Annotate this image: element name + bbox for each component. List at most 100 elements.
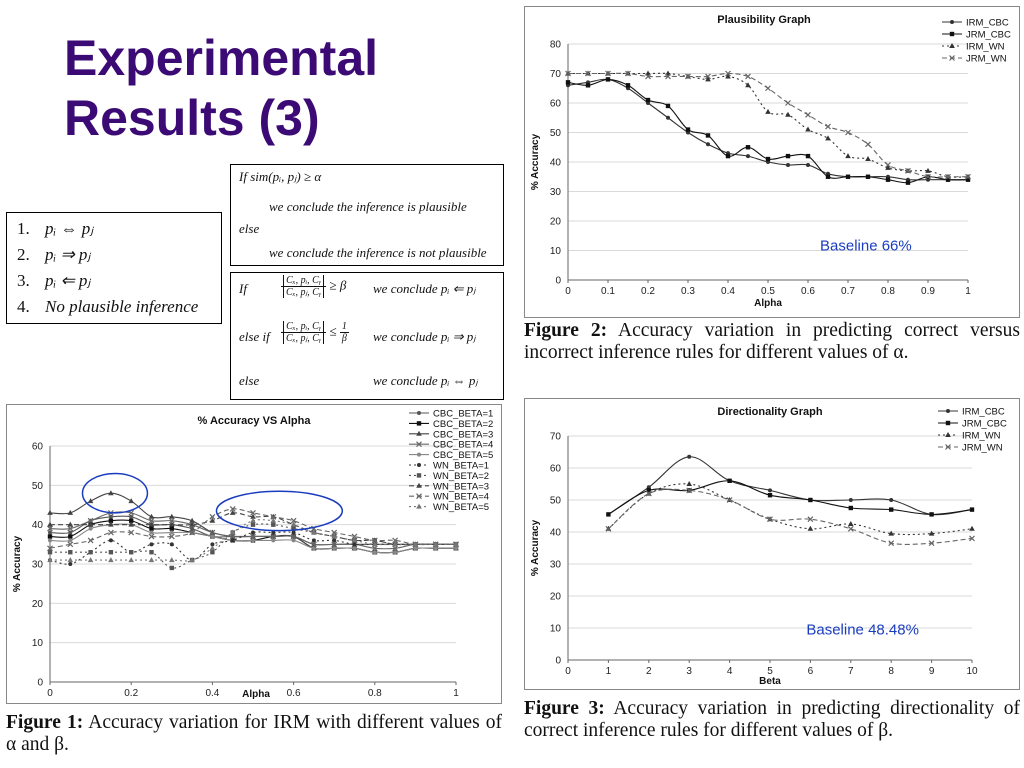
data-point: [645, 73, 651, 80]
data-point: [645, 490, 652, 497]
data-point: [291, 530, 296, 535]
data-point: [417, 463, 421, 467]
plausibility-chart: 0 10 20 30 40 50 60 70 80 0 0.1 0.2 0.3 0.4 0.5 0.6 0.7 0…: [524, 6, 1020, 318]
data-point: [210, 542, 215, 547]
data-point: [949, 43, 955, 48]
data-point: [88, 550, 93, 555]
legend-label: IRM_CBC: [962, 407, 1005, 418]
data-point: [805, 153, 811, 159]
y-tick-label: 40: [32, 520, 44, 531]
data-point: [229, 509, 236, 515]
data-point: [169, 565, 174, 571]
data-point: [865, 156, 871, 162]
legend-label: CBC_BETA=1: [433, 409, 493, 420]
dir-condition-2-op: ≤: [329, 323, 337, 339]
data-point: [768, 488, 772, 493]
data-point: [845, 153, 851, 159]
data-point: [332, 538, 337, 543]
data-point: [605, 525, 612, 532]
legend-label: WN_BETA=2: [433, 471, 489, 482]
series-line: [49, 512, 456, 546]
y-tick-label: 70: [550, 69, 562, 80]
figure-3-caption: Figure 3: Accuracy variation in predicti…: [524, 698, 1020, 742]
data-point: [848, 521, 854, 526]
figure-3-text: Accuracy variation in predicting directi…: [524, 698, 1020, 741]
data-point: [351, 533, 358, 540]
data-point: [108, 514, 113, 519]
x-axis-label: Alpha: [242, 689, 270, 700]
figure-1-text: Accuracy variation for IRM with differen…: [6, 712, 502, 755]
data-point: [47, 525, 53, 532]
dir-if: If: [239, 281, 247, 296]
data-point: [454, 546, 458, 551]
data-point: [271, 538, 276, 543]
data-point: [108, 490, 114, 496]
x-axis-label: Alpha: [754, 298, 782, 309]
y-tick-label: 10: [32, 638, 44, 649]
x-tick-label: 1: [453, 688, 459, 699]
data-point: [807, 516, 814, 523]
dir-fraction-1-numerator: Cₓ, pᵢ, Cᵧ: [283, 275, 325, 286]
data-point: [765, 85, 771, 92]
dir-fraction-1: Cₓ, pᵢ, Cᵧ Cₓ, pⱼ, Cᵧ: [281, 275, 327, 298]
data-point: [209, 529, 216, 536]
data-point: [67, 521, 74, 527]
data-point: [805, 126, 811, 132]
y-tick-label: 30: [550, 187, 562, 198]
data-point: [251, 530, 255, 535]
y-tick-label: 0: [555, 276, 561, 287]
data-point: [416, 473, 422, 478]
data-point: [210, 534, 215, 539]
data-point: [706, 142, 710, 147]
y-tick-label: 10: [550, 624, 562, 635]
data-point: [925, 167, 931, 173]
x-tick-label: 0: [565, 666, 571, 677]
data-point: [270, 517, 277, 523]
figure-2-text: Accuracy variation in predicting correct…: [524, 320, 1020, 363]
rule-item-number: 1.: [17, 219, 30, 238]
dir-fraction-one-over-beta-denominator: β: [341, 333, 347, 344]
data-point: [925, 173, 931, 180]
x-tick-label: 0.2: [124, 688, 138, 699]
dir-else: else: [239, 373, 260, 388]
data-point: [585, 83, 591, 88]
data-point: [352, 546, 357, 551]
rule-item: 1. pᵢ ⇔ pⱼ: [17, 219, 93, 239]
dir-fraction-one-over-beta-numerator: 1: [339, 321, 349, 333]
data-point: [148, 521, 155, 527]
series-line: [608, 488, 973, 546]
rule-item-text: pᵢ ⇐ pⱼ: [45, 271, 91, 290]
data-point: [686, 487, 693, 494]
series-jrm-cbc: [565, 77, 971, 185]
data-point: [725, 70, 731, 77]
data-point: [416, 503, 422, 509]
data-point: [372, 541, 378, 547]
figure-2-label: Figure 2:: [524, 320, 608, 341]
y-tick-label: 20: [550, 592, 562, 603]
data-point: [67, 557, 74, 563]
legend-label: CBC_BETA=2: [433, 419, 493, 430]
data-point: [47, 557, 53, 563]
data-point: [606, 512, 611, 517]
x-tick-label: 0.6: [287, 688, 301, 699]
rule-item-number: 3.: [17, 271, 30, 290]
slide-title-line1: Experimental: [64, 30, 379, 86]
x-tick-label: 2: [646, 666, 652, 677]
data-point: [825, 123, 831, 130]
legend: CBC_BETA=1CBC_BETA=2CBC_BETA=3CBC_BETA=4…: [409, 409, 493, 513]
data-point: [128, 521, 134, 527]
directionality-chart-svg: 0 10 20 30 40 50 60 70 0 1 2 3 4 5 6 7 8 9 10 Directionalit…: [524, 398, 1020, 690]
data-point: [687, 454, 692, 459]
legend-label: IRM_WN: [962, 431, 1001, 442]
data-point: [108, 521, 114, 527]
data-point: [416, 441, 422, 448]
x-tick-label: 0.9: [921, 286, 935, 297]
data-point: [290, 521, 297, 527]
dir-fraction-one-over-beta: 1 β: [339, 321, 349, 344]
data-point: [392, 537, 399, 544]
data-point: [705, 73, 711, 80]
highlight-ellipse: [215, 490, 344, 532]
data-point: [87, 521, 94, 527]
